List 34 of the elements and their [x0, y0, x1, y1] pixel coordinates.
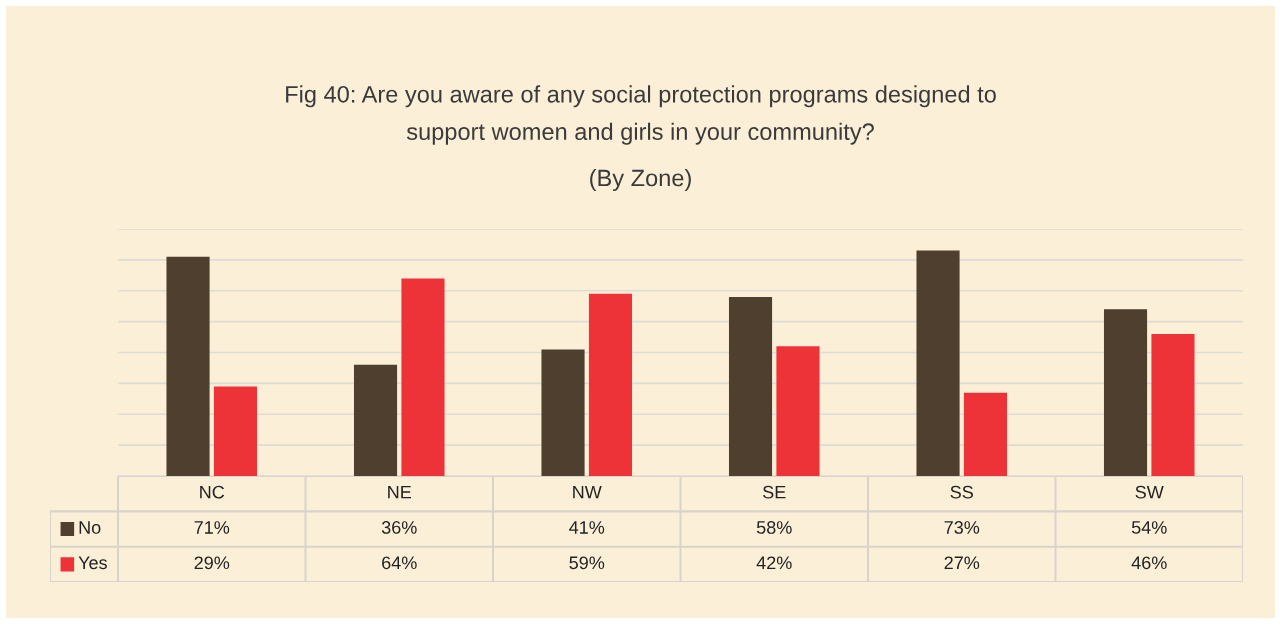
data-label: 46% — [1131, 556, 1167, 570]
data-label: 29% — [194, 556, 230, 570]
data-label: 58% — [756, 521, 792, 534]
x-tick-label: SE — [763, 485, 786, 499]
bar — [1151, 333, 1195, 476]
bar — [963, 392, 1008, 476]
data-label: 71% — [194, 521, 230, 534]
data-label: 36% — [381, 521, 417, 534]
x-tick-label: NE — [388, 485, 412, 499]
x-tick-label: SW — [1135, 485, 1164, 499]
data-label: 64% — [382, 556, 417, 570]
bar — [541, 349, 585, 476]
x-tick-label: NC — [200, 485, 225, 499]
data-label: 73% — [944, 521, 980, 534]
data-label: 59% — [569, 556, 605, 570]
bar — [1103, 309, 1148, 476]
data-label: 41% — [569, 521, 605, 534]
chart-title: Fig 40: Are you aware of any social protection programs designed to support women and girls in your community? — [286, 85, 996, 145]
legend-label: Yes — [78, 556, 107, 570]
x-tick-label: NW — [573, 485, 602, 499]
bar — [916, 250, 960, 476]
data-label: 27% — [944, 556, 980, 570]
bar — [728, 296, 773, 476]
bar — [588, 293, 633, 476]
bar — [401, 278, 445, 476]
legend-label: No — [79, 521, 101, 534]
chart-subtitle: (By Zone) — [590, 169, 691, 191]
bar — [166, 256, 210, 476]
bar — [776, 346, 820, 476]
bar — [353, 364, 398, 476]
x-tick-label: SS — [950, 485, 973, 499]
bar — [213, 386, 258, 476]
data-label: 54% — [1131, 521, 1167, 534]
data-label: 42% — [756, 556, 792, 570]
